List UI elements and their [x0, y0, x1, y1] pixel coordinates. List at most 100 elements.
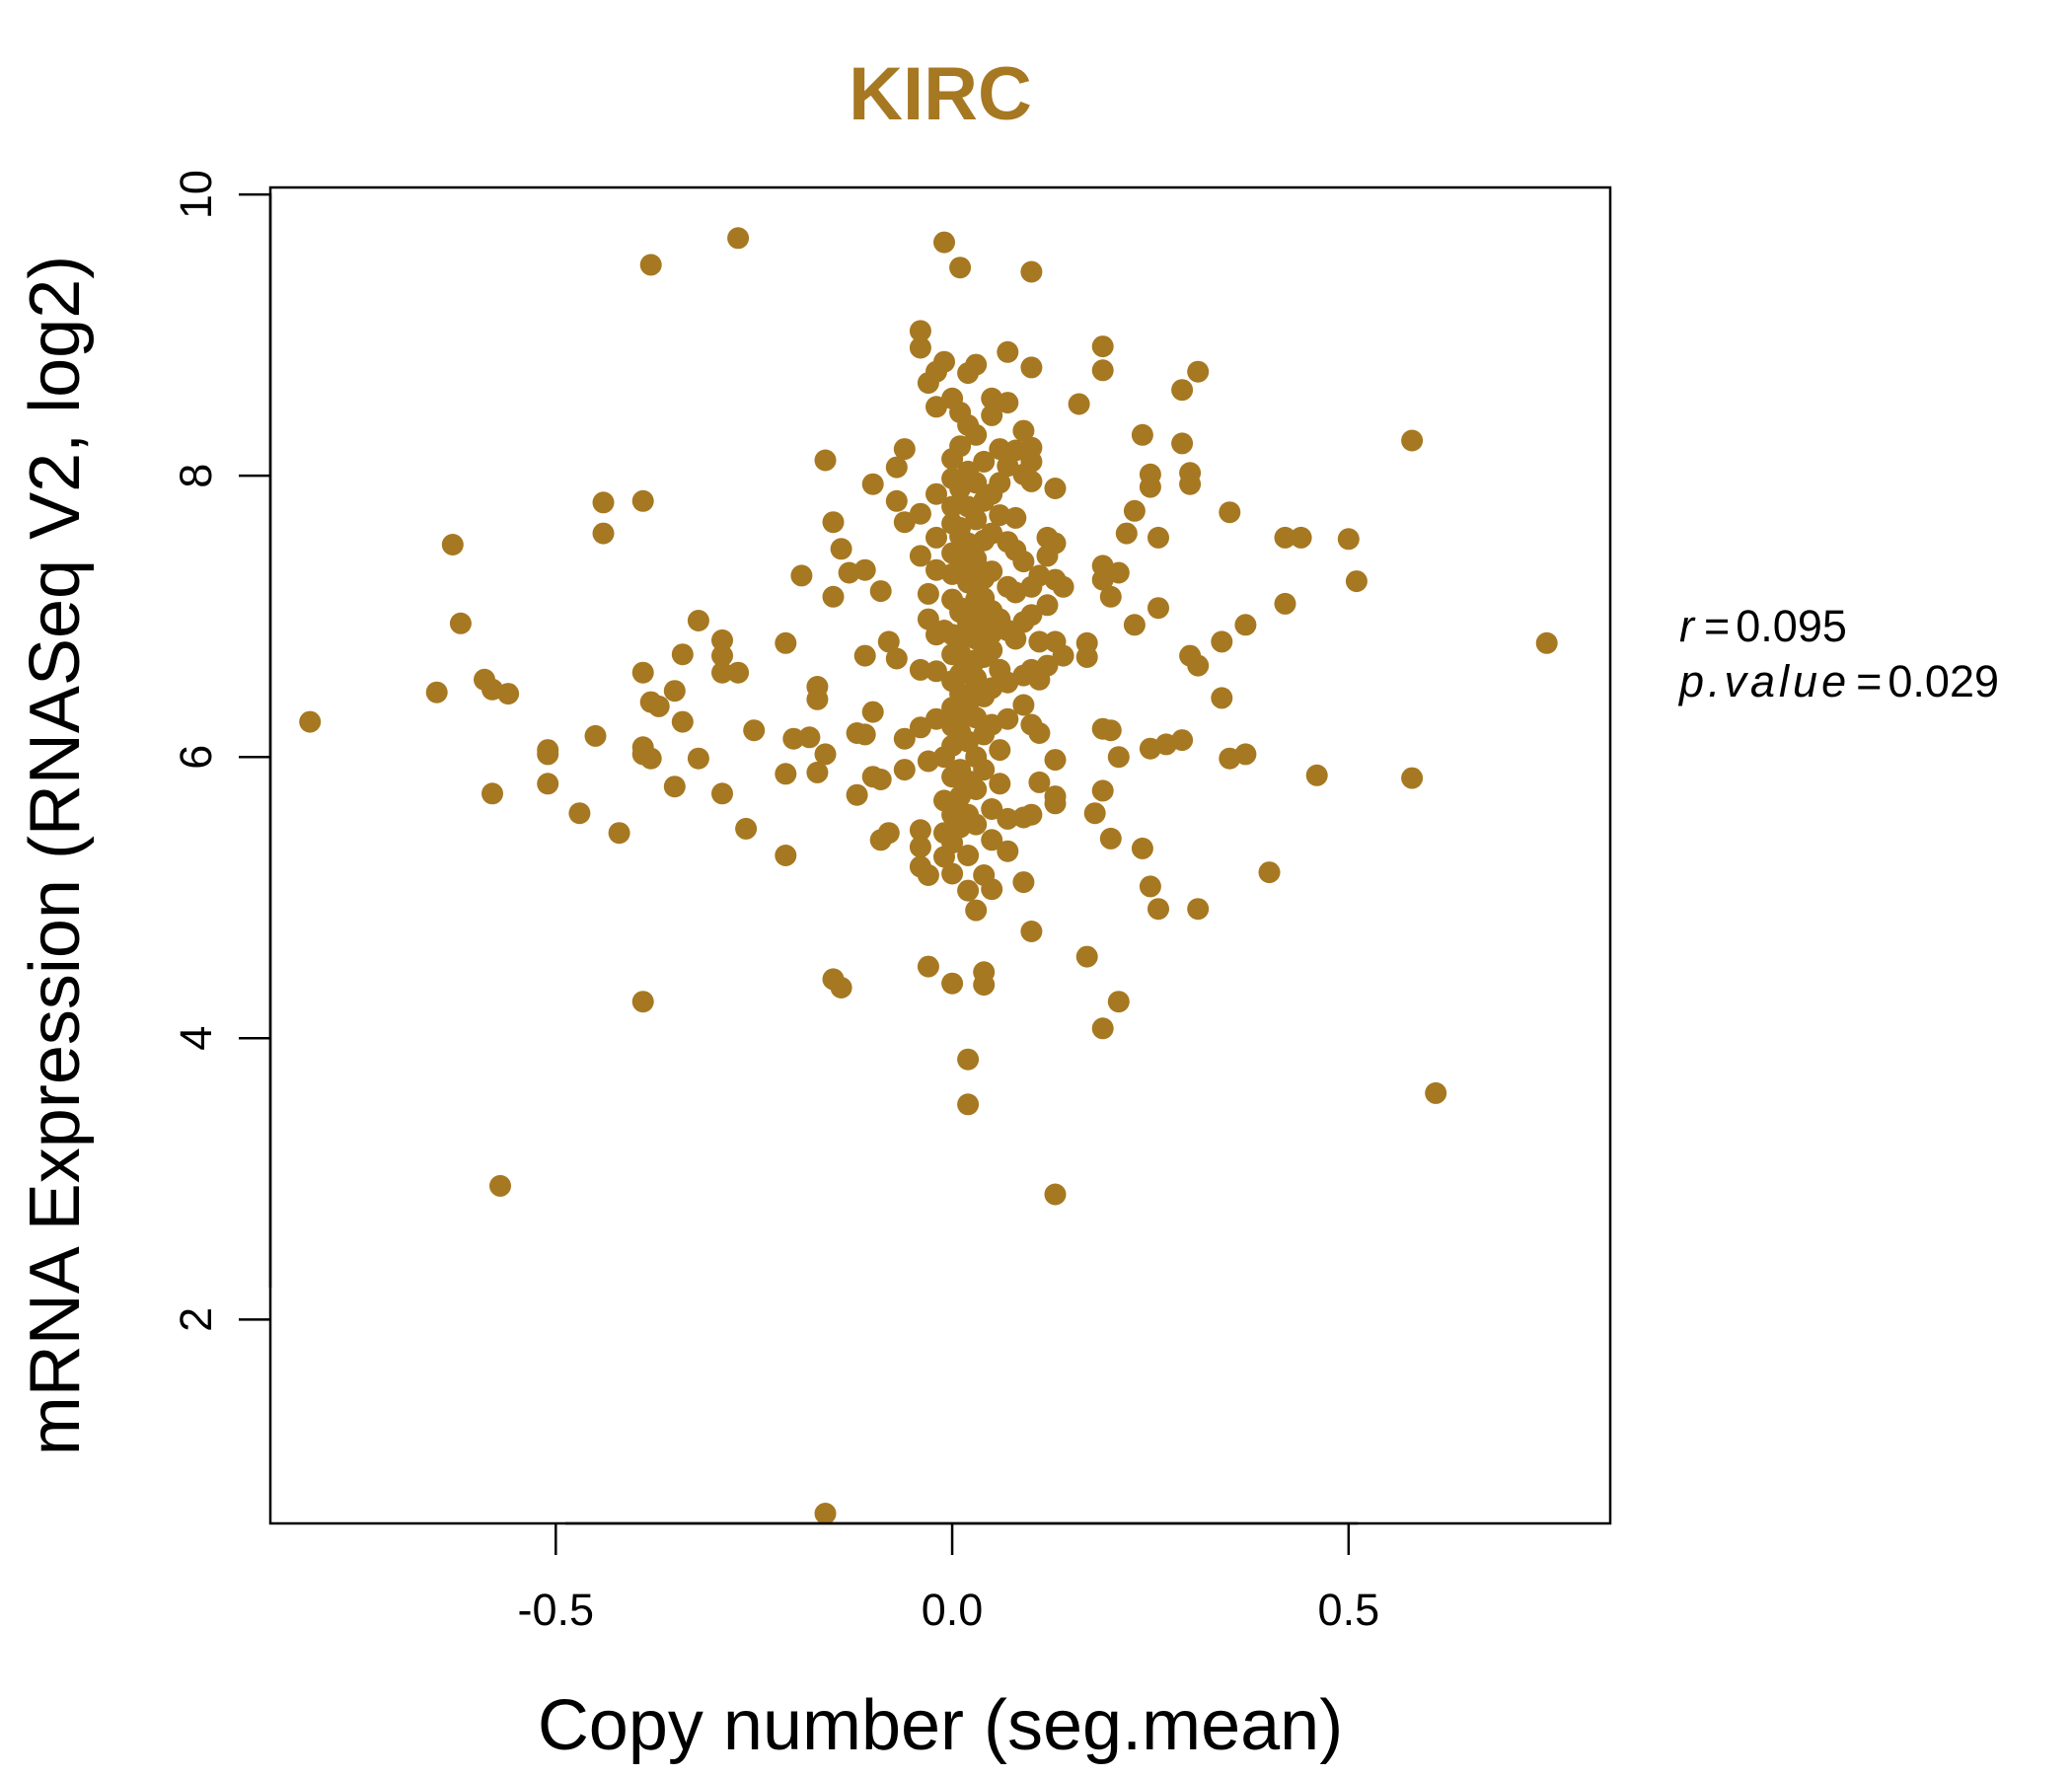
- data-point: [949, 525, 972, 548]
- data-point: [981, 638, 1003, 661]
- data-point: [1083, 802, 1106, 825]
- data-point: [1171, 432, 1194, 455]
- data-point: [822, 585, 845, 608]
- data-point: [806, 761, 829, 783]
- p-value: 0.029: [1887, 656, 1999, 706]
- x-axis-title: Copy number (seg.mean): [538, 1686, 1343, 1765]
- data-point: [1044, 749, 1067, 772]
- data-point: [869, 580, 892, 603]
- data-point: [592, 491, 615, 514]
- data-point: [989, 438, 1011, 461]
- r-equals: =: [1704, 601, 1730, 651]
- data-point: [631, 991, 654, 1013]
- data-point: [1179, 473, 1202, 495]
- data-point: [711, 661, 733, 684]
- data-point: [909, 545, 931, 567]
- data-point: [909, 836, 931, 858]
- data-point: [909, 716, 931, 739]
- data-point: [1187, 654, 1210, 677]
- data-point: [941, 862, 964, 885]
- data-point: [1012, 419, 1035, 442]
- data-point: [957, 879, 980, 902]
- data-point: [687, 610, 709, 631]
- data-point: [1147, 898, 1169, 921]
- data-point: [885, 647, 908, 670]
- data-point: [1107, 561, 1130, 584]
- data-point: [1234, 614, 1257, 636]
- data-point: [711, 782, 733, 805]
- data-point: [631, 489, 654, 512]
- data-point: [965, 472, 988, 494]
- data-point: [647, 695, 670, 717]
- data-point: [1345, 570, 1368, 593]
- data-point: [1099, 719, 1122, 742]
- data-point: [782, 727, 805, 750]
- data-point: [1123, 614, 1146, 636]
- data-point: [1535, 631, 1558, 654]
- chart-title: KIRC: [849, 52, 1032, 136]
- data-point: [965, 423, 988, 446]
- x-tick-label: -0.5: [518, 1585, 595, 1635]
- y-axis-title: mRNA Expression (RNASeq V2, log2): [16, 256, 95, 1455]
- data-point: [671, 710, 694, 733]
- data-point: [299, 710, 322, 733]
- data-point: [909, 819, 931, 842]
- data-point: [917, 582, 939, 605]
- data-point: [1107, 746, 1130, 769]
- data-point: [1139, 476, 1161, 498]
- data-point: [425, 681, 448, 703]
- data-point: [830, 977, 852, 999]
- data-point: [933, 350, 955, 373]
- data-point: [1274, 526, 1296, 549]
- data-point: [925, 396, 947, 418]
- data-point: [989, 472, 1011, 494]
- data-point: [877, 630, 900, 653]
- data-point: [981, 878, 1003, 901]
- data-point: [1075, 646, 1098, 668]
- data-point: [1052, 575, 1074, 598]
- data-point: [1131, 423, 1153, 446]
- p-label: p.value: [1677, 656, 1850, 706]
- data-point: [671, 643, 694, 666]
- data-point: [997, 340, 1019, 363]
- data-point: [743, 719, 766, 742]
- data-point: [568, 802, 591, 825]
- data-point: [909, 658, 931, 681]
- data-point: [981, 798, 1003, 820]
- data-point: [1068, 393, 1090, 415]
- data-point: [1211, 687, 1233, 709]
- data-point: [853, 558, 876, 581]
- data-point: [941, 643, 964, 666]
- y-tick-label: 8: [171, 464, 221, 488]
- data-point: [663, 680, 686, 703]
- data-point: [1012, 551, 1035, 573]
- points-layer: [299, 227, 1558, 1524]
- data-point: [1036, 654, 1059, 677]
- data-point: [853, 644, 876, 667]
- data-point: [1044, 1183, 1067, 1206]
- r-label: r: [1679, 601, 1698, 651]
- data-point: [1012, 694, 1035, 716]
- data-point: [822, 511, 845, 534]
- data-point: [1401, 767, 1424, 789]
- data-point: [775, 845, 797, 866]
- data-point: [1131, 837, 1153, 859]
- data-point: [1115, 522, 1138, 545]
- data-point: [941, 972, 964, 995]
- data-point: [1004, 506, 1027, 529]
- data-point: [949, 435, 972, 458]
- data-point: [861, 473, 884, 495]
- data-point: [1075, 945, 1098, 968]
- stats-annotation: r = 0.095 p.value = 0.029: [1677, 601, 1999, 706]
- data-point: [1044, 792, 1067, 815]
- r-value: 0.095: [1736, 601, 1847, 651]
- y-tick-label: 2: [171, 1307, 221, 1332]
- x-tick-label: 0.5: [1318, 1585, 1380, 1635]
- data-point: [711, 629, 733, 651]
- data-point: [861, 701, 884, 723]
- data-point: [957, 845, 980, 866]
- data-point: [941, 495, 964, 518]
- data-point: [814, 743, 837, 766]
- data-point: [973, 759, 996, 781]
